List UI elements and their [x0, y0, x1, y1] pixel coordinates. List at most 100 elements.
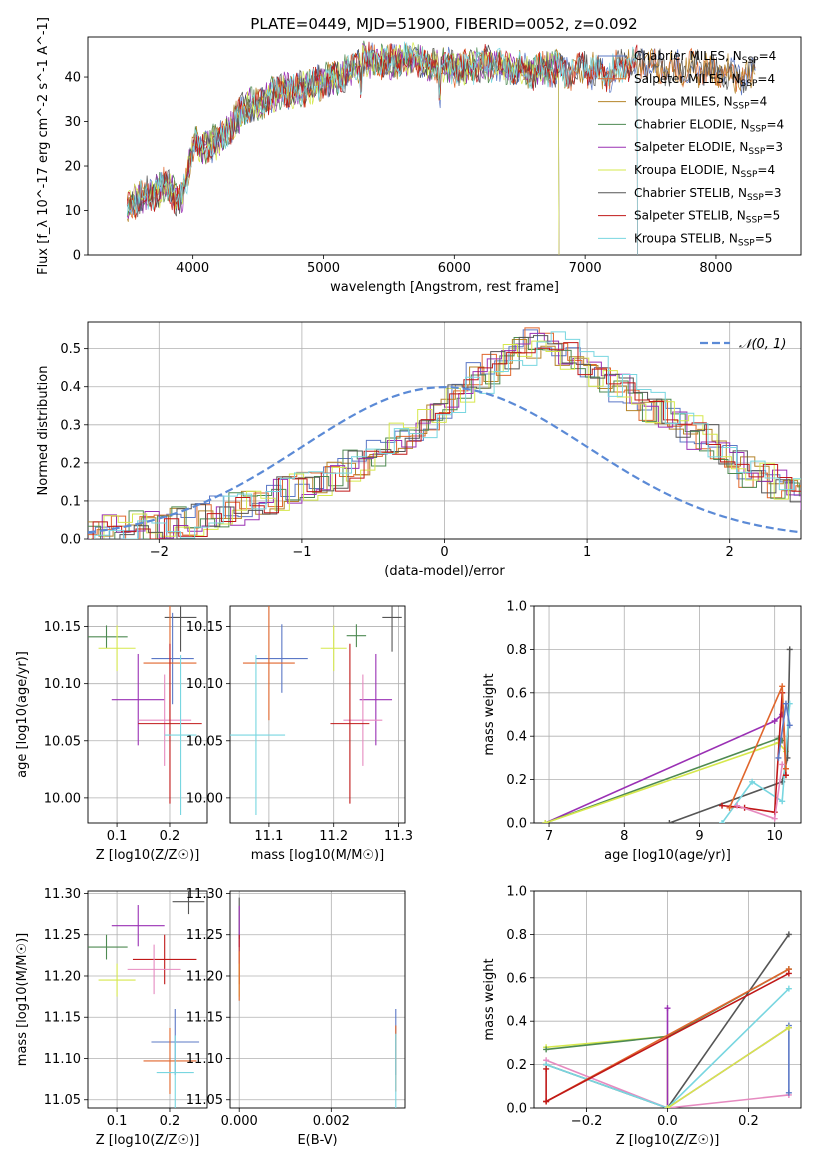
- x-axis-label: E(B-V): [297, 1133, 337, 1148]
- error-bar: [359, 653, 393, 746]
- errorbar-points: [230, 606, 402, 816]
- histogram-series: [94, 331, 801, 539]
- y-tick-label: 11.15: [44, 1011, 81, 1026]
- mass-weight-marker: [785, 1024, 792, 1031]
- x-axis-label: Z [log10(Z/Z☉)]: [96, 848, 200, 863]
- axes-frame: [87, 605, 208, 824]
- axes-frame: [87, 36, 802, 256]
- axes-frame: [533, 605, 802, 824]
- y-tick-label: 0.0: [60, 533, 81, 548]
- y-axis-label: age [log10(age/yr)]: [15, 651, 30, 778]
- mass-weight-marker: [664, 1005, 671, 1012]
- mass-weight-marker: [734, 802, 741, 809]
- error-bar: [143, 1027, 197, 1094]
- x-tick-label: 0.1: [107, 1114, 128, 1129]
- y-tick-label: 0.4: [506, 730, 527, 745]
- axes-frame: [87, 890, 208, 1109]
- y-tick-label: 10.15: [44, 620, 81, 635]
- x-axis-label: Z [log10(Z/Z☉)]: [96, 1133, 200, 1148]
- legend-entry: Chabrier STELIB, NSSP=3: [634, 186, 782, 203]
- errorbar-panel: 0.1 0.2 10.00 10.05 10.10 10.15 Z [log10(Z/Z☉)…: [15, 605, 208, 863]
- errorbar-points: [88, 891, 205, 1108]
- x-axis-label: (data-model)/error: [384, 564, 505, 579]
- y-tick-label: 11.25: [186, 928, 223, 943]
- error-bar: [230, 655, 286, 816]
- x-tick-label: 11.2: [319, 829, 348, 844]
- error-bar: [242, 606, 295, 721]
- mass-weight-series: [666, 1008, 790, 1108]
- x-tick-label: 8: [620, 829, 628, 844]
- y-tick-label: 0.4: [60, 380, 81, 395]
- y-tick-label: 0.2: [506, 773, 527, 788]
- y-tick-label: 11.30: [44, 887, 81, 902]
- legend-entry: Kroupa ELODIE, NSSP=4: [634, 163, 775, 180]
- y-axis-label: Flux [f_λ 10^-17 erg cm^-2 s^-1 A^-1]: [36, 17, 51, 275]
- mass-weight-series: [721, 703, 791, 823]
- x-tick-label: 9: [695, 829, 703, 844]
- x-tick-label: 0.2: [160, 1114, 181, 1129]
- errorbar-panel: 0.1 0.2 11.05 11.10 11.15 11.20 11.25 11.30 Z [l…: [15, 887, 208, 1148]
- x-axis-label: wavelength [Angstrom, rest frame]: [330, 280, 559, 295]
- x-axis-label: mass [log10(M/M☉)]: [251, 848, 384, 863]
- histogram-series: [88, 336, 801, 539]
- mass-weight-marker: [719, 802, 726, 809]
- x-tick-label: 10: [766, 829, 783, 844]
- y-tick-label: 11.05: [186, 1093, 223, 1108]
- legend-entry: Salpeter ELODIE, NSSP=3: [634, 140, 783, 157]
- mass-weight-series: [545, 741, 787, 823]
- error-bar: [343, 674, 383, 766]
- y-tick-label: 0.6: [506, 971, 527, 986]
- spectrum-lines: [126, 40, 756, 255]
- y-tick-label: 40: [64, 71, 81, 86]
- x-tick-label: 0.0: [657, 1114, 678, 1129]
- mass-weight-panel: −0.2 0.0 0.2 0.0 0.2 0.4 0.6 0.8 1.0 Z [log10(Z/Z…: [482, 885, 802, 1148]
- mass-weight-marker: [779, 761, 786, 768]
- error-bar: [88, 934, 128, 960]
- x-tick-label: −1: [292, 545, 311, 560]
- y-tick-label: 0.2: [506, 1058, 527, 1073]
- y-axis-label: Normed distribution: [36, 366, 51, 496]
- error-bar: [98, 625, 136, 672]
- mass-weight-series: [728, 685, 787, 809]
- errorbar-points: [88, 606, 202, 816]
- x-tick-label: 7000: [569, 261, 602, 276]
- mass-weight-marker: [749, 778, 756, 785]
- legend-entry: Salpeter STELIB, NSSP=5: [634, 209, 780, 226]
- mass-weight-marker: [785, 970, 792, 977]
- y-tick-label: 0.0: [506, 1102, 527, 1117]
- x-axis-label: age [log10(age/yr)]: [604, 848, 731, 863]
- x-tick-label: 0.000: [221, 1114, 258, 1129]
- error-bar: [346, 624, 367, 648]
- mass-weight-marker: [664, 1105, 671, 1108]
- mass-weight-panel: 7 8 9 10 0.0 0.2 0.4 0.6 0.8 1.0 age [log10(age/yr…: [482, 600, 802, 863]
- histogram-series: [91, 335, 801, 539]
- x-tick-label: 0.2: [160, 829, 181, 844]
- legend-entry: Chabrier MILES, NSSP=4: [634, 49, 776, 66]
- x-tick-label: 8000: [699, 261, 732, 276]
- mass-weight-lines: [542, 646, 793, 823]
- mass-weight-marker: [782, 772, 789, 779]
- x-tick-label: 7: [545, 829, 553, 844]
- y-tick-label: 10.10: [186, 677, 223, 692]
- mass-weight-marker: [719, 820, 726, 823]
- error-bar: [88, 625, 128, 649]
- error-bar: [330, 643, 370, 804]
- mass-weight-marker: [542, 820, 549, 823]
- normal-curve: [88, 386, 801, 534]
- y-tick-label: 10.15: [186, 620, 223, 635]
- figure-title: PLATE=0449, MJD=51900, FIBERID=0052, z=0…: [250, 15, 637, 33]
- histogram-series: [88, 327, 801, 539]
- y-tick-label: 11.15: [186, 1011, 223, 1026]
- y-tick-label: 10.05: [186, 734, 223, 749]
- y-tick-label: 0.0: [506, 817, 527, 832]
- mass-weight-marker: [786, 646, 793, 653]
- spectrum-panel: 4000 5000 6000 7000 8000 0 10 20 30 40 Chabrier MI…: [36, 17, 802, 295]
- mass-weight-marker: [543, 1046, 550, 1053]
- error-bar: [98, 963, 136, 997]
- y-tick-label: 0.6: [506, 686, 527, 701]
- y-tick-label: 0.2: [60, 456, 81, 471]
- histogram-series: [88, 329, 801, 539]
- error-bar: [382, 606, 402, 652]
- y-tick-label: 10: [64, 204, 81, 219]
- error-bar: [164, 655, 197, 816]
